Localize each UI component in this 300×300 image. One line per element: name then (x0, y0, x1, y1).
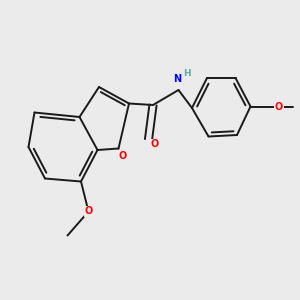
Text: N: N (173, 74, 181, 85)
Text: O: O (150, 139, 159, 149)
Text: O: O (84, 206, 93, 217)
Text: O: O (275, 101, 283, 112)
Text: H: H (183, 69, 191, 78)
Text: O: O (119, 151, 127, 161)
